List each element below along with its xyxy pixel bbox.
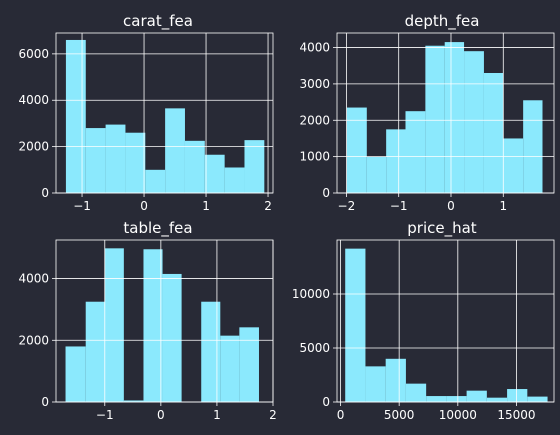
histogram-bar [523, 100, 543, 193]
histogram-bar [244, 140, 265, 193]
subplot-title: table_fea [123, 219, 192, 238]
y-tick-label: 0 [322, 186, 330, 200]
y-tick-label: 0 [322, 395, 330, 409]
x-tick-label: 0 [157, 408, 165, 422]
plot-frame [55, 32, 274, 194]
histogram-bar [65, 346, 86, 402]
x-tick-label: 10000 [439, 408, 477, 422]
histogram-bar [85, 301, 105, 402]
y-tick-label: 1000 [299, 150, 330, 164]
subplot-title: depth_fea [405, 12, 480, 31]
y-tick-label: 4000 [299, 41, 330, 55]
plot-frame [55, 239, 274, 403]
y-tick-label: 2000 [18, 333, 49, 347]
histogram-bar [162, 273, 182, 402]
y-tick-label: 2000 [18, 140, 49, 154]
histogram-bar [444, 42, 465, 193]
histogram-bar [527, 396, 548, 402]
histogram-bar [507, 389, 528, 402]
histogram-bar [201, 301, 221, 402]
histogram-bar [425, 45, 445, 194]
subplot-title: carat_fea [123, 12, 193, 31]
histogram-bar [405, 111, 426, 193]
subplot-depth-fea: depth_fea −2 −1 0 1 0 1000 2000 3000 4000 [299, 12, 555, 213]
histogram-bar [466, 390, 487, 402]
histogram-bar [123, 400, 144, 402]
y-tick-label: 3000 [299, 77, 330, 91]
subplot-title: price_hat [407, 219, 477, 238]
subplot-price-hat: price_hat 0 5000 10000 15000 0 5000 10000 [292, 219, 555, 422]
histogram-bar [426, 396, 447, 402]
histogram-bar [104, 248, 124, 402]
y-tick-label: 4000 [18, 93, 49, 107]
histogram-bar [145, 169, 166, 193]
x-tick-label: −1 [73, 199, 91, 213]
x-tick-label: 0 [447, 199, 455, 213]
histogram-bar [483, 73, 504, 193]
histogram-bar [405, 383, 427, 402]
histogram-bar [85, 128, 106, 193]
x-tick-label: 1 [202, 199, 210, 213]
plot-frame [336, 32, 555, 194]
x-tick-label: 1 [213, 408, 221, 422]
histogram-bar [220, 335, 240, 402]
histogram-bar [386, 129, 406, 193]
x-tick-label: 2 [264, 199, 272, 213]
y-tick-label: 6000 [18, 47, 49, 61]
x-tick-label: −1 [390, 199, 408, 213]
x-tick-label: 0 [337, 408, 345, 422]
x-tick-label: 0 [140, 199, 148, 213]
y-tick-label: 0 [41, 395, 49, 409]
histogram-bar [503, 138, 524, 193]
histogram-bar [385, 358, 406, 402]
histogram-bar [346, 107, 367, 193]
subplot-carat-fea: carat_fea −1 0 1 2 0 2000 4000 6000 [18, 12, 274, 213]
histogram-bar [65, 39, 86, 194]
histogram-bar [366, 156, 387, 193]
y-tick-label: 4000 [18, 272, 49, 286]
histogram-bar [184, 140, 205, 193]
x-tick-label: −2 [338, 199, 356, 213]
histogram-bar [446, 396, 467, 402]
histogram-bar [224, 167, 245, 193]
histogram-bar [345, 248, 366, 402]
histogram-bar [464, 51, 484, 193]
y-tick-label: 2000 [299, 113, 330, 127]
histogram-bar [125, 132, 146, 193]
histogram-bar [486, 397, 508, 402]
y-tick-label: 0 [41, 186, 49, 200]
histogram-bar [365, 366, 386, 402]
subplot-table-fea: table_fea −1 0 1 2 0 2000 4000 [18, 219, 276, 422]
y-tick-label: 10000 [292, 287, 330, 301]
x-tick-label: 2 [269, 408, 277, 422]
histogram-bar [165, 108, 185, 193]
x-tick-label: 5000 [384, 408, 415, 422]
plot-frame [336, 239, 555, 403]
histogram-bar [105, 124, 126, 193]
x-tick-label: 1 [499, 199, 507, 213]
histogram-bar [143, 249, 163, 402]
x-tick-label: −1 [96, 408, 114, 422]
histogram-bar [239, 327, 259, 402]
y-tick-label: 5000 [299, 341, 330, 355]
histogram-bar [204, 154, 225, 193]
x-tick-label: 15000 [497, 408, 535, 422]
